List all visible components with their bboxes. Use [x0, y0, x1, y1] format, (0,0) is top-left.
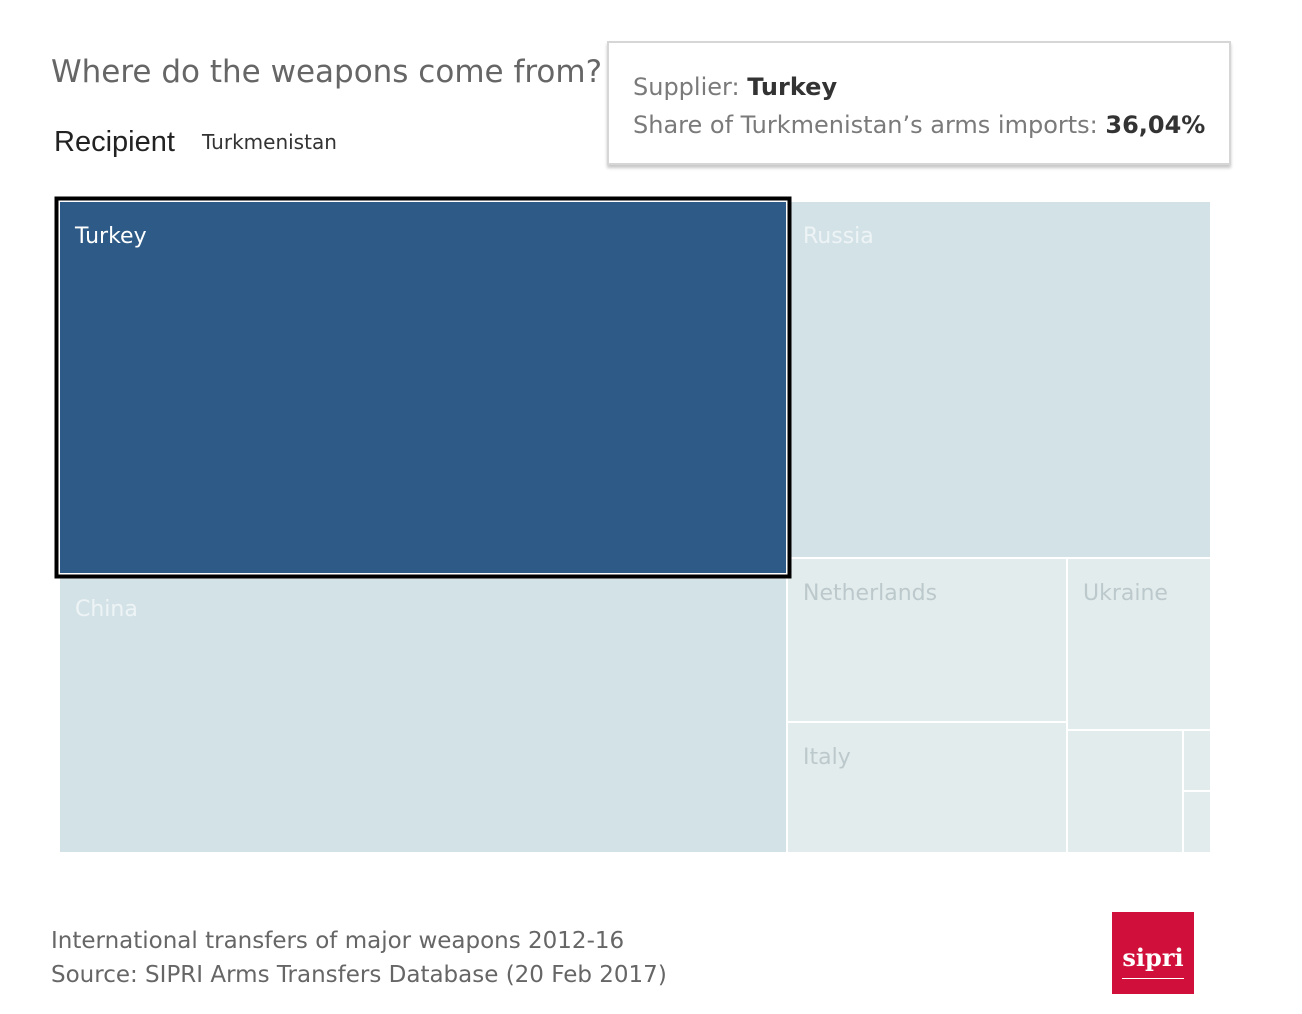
- footer-source: Source: SIPRI Arms Transfers Database (2…: [51, 962, 667, 988]
- tooltip-supplier-value: Turkey: [747, 73, 838, 101]
- tooltip-share-label: Share of Turkmenistan’s arms imports:: [633, 111, 1106, 139]
- treemap-tile-unlabeled-3[interactable]: [1182, 790, 1212, 854]
- treemap-tile-label-italy: Italy: [803, 745, 851, 770]
- treemap-tile-russia[interactable]: Russia: [786, 200, 1212, 559]
- tooltip-share-value: 36,04%: [1105, 111, 1206, 139]
- treemap-tile-rect-ukraine[interactable]: [1066, 557, 1212, 731]
- treemap-tile-label-netherlands: Netherlands: [803, 581, 937, 606]
- sipri-logo: sipri: [1112, 912, 1194, 994]
- treemap-tile-ukraine[interactable]: Ukraine: [1066, 557, 1212, 731]
- tooltip: Supplier: Turkey Share of Turkmenistan’s…: [607, 41, 1231, 165]
- selected-tile-highlight: [54, 196, 792, 579]
- treemap-tile-turkey[interactable]: Turkey: [58, 200, 788, 575]
- footer-description: International transfers of major weapons…: [51, 928, 625, 954]
- treemap-tile-italy[interactable]: Italy: [786, 721, 1068, 854]
- treemap-tile-label-turkey: Turkey: [74, 224, 147, 249]
- treemap-tile-rect-unlabeled-1[interactable]: [1066, 729, 1184, 854]
- tooltip-share-line: Share of Turkmenistan’s arms imports: 36…: [633, 111, 1205, 139]
- treemap-tile-netherlands[interactable]: Netherlands: [786, 557, 1068, 723]
- recipient-filter-label: Recipient: [54, 126, 175, 158]
- treemap-tile-rect-turkey[interactable]: [58, 200, 788, 575]
- treemap-tile-rect-unlabeled-2[interactable]: [1182, 729, 1212, 792]
- treemap-tile-rect-unlabeled-3[interactable]: [1182, 790, 1212, 854]
- treemap-tile-unlabeled-1[interactable]: [1066, 729, 1184, 854]
- treemap-tile-label-china: China: [75, 597, 138, 622]
- treemap-tile-label-ukraine: Ukraine: [1083, 581, 1168, 606]
- tooltip-supplier-label: Supplier:: [633, 73, 748, 101]
- treemap-tile-china[interactable]: China: [58, 573, 788, 854]
- recipient-filter-value[interactable]: Turkmenistan: [202, 130, 337, 154]
- treemap-tile-rect-russia[interactable]: [786, 200, 1212, 559]
- tooltip-supplier-line: Supplier: Turkey: [633, 73, 837, 101]
- treemap-tile-rect-italy[interactable]: [786, 721, 1068, 854]
- treemap-tile-unlabeled-2[interactable]: [1182, 729, 1212, 792]
- treemap-tile-rect-china[interactable]: [58, 573, 788, 854]
- page-title: Where do the weapons come from?: [51, 54, 603, 90]
- treemap-tile-label-russia: Russia: [803, 224, 874, 249]
